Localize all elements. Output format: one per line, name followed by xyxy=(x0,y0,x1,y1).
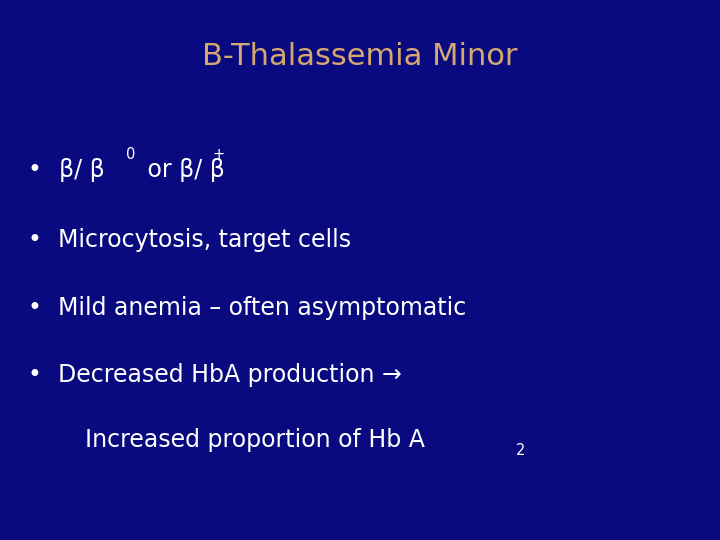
Text: 2: 2 xyxy=(516,443,525,458)
Text: Mild anemia – often asymptomatic: Mild anemia – often asymptomatic xyxy=(58,296,466,320)
Text: •: • xyxy=(27,228,42,252)
Text: Microcytosis, target cells: Microcytosis, target cells xyxy=(58,228,351,252)
Text: or β/ β: or β/ β xyxy=(140,158,225,182)
Text: B-Thalassemia Minor: B-Thalassemia Minor xyxy=(202,42,518,71)
Text: +: + xyxy=(212,147,225,163)
Text: Decreased HbA production →: Decreased HbA production → xyxy=(58,363,401,387)
Text: •: • xyxy=(27,363,42,387)
Text: •: • xyxy=(27,158,42,182)
Text: 0: 0 xyxy=(126,147,135,163)
Text: β/ β: β/ β xyxy=(59,158,105,182)
Text: Increased proportion of Hb A: Increased proportion of Hb A xyxy=(85,428,425,452)
Text: •: • xyxy=(27,296,42,320)
